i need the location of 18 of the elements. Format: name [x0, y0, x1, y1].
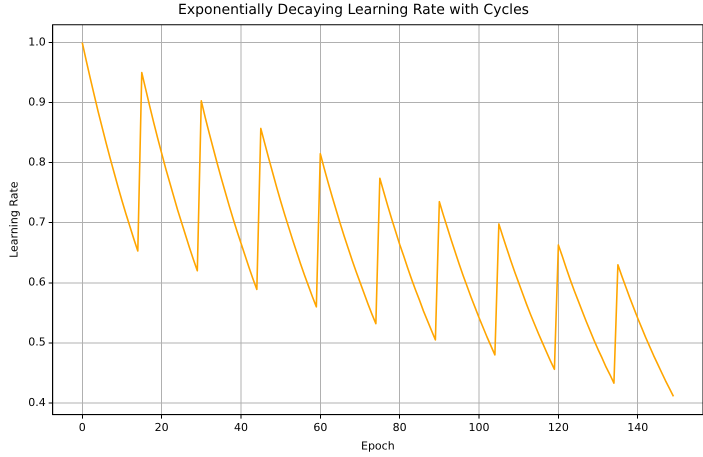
x-tick-label: 120: [548, 421, 569, 434]
y-tick-label: 0.5: [28, 336, 46, 349]
x-tick-label: 0: [78, 421, 86, 434]
y-axis-title: Learning Rate: [7, 181, 20, 258]
y-tick-label: 0.9: [28, 95, 46, 108]
y-tick-label: 0.7: [28, 216, 46, 229]
y-tick-label: 0.4: [28, 396, 46, 409]
chart-title: Exponentially Decaying Learning Rate with Cycles: [178, 2, 529, 18]
x-tick-label: 60: [313, 421, 328, 434]
y-tick-label: 0.8: [28, 156, 46, 169]
x-tick-label: 20: [154, 421, 169, 434]
x-tick-label: 40: [234, 421, 248, 434]
x-tick-label: 80: [392, 421, 407, 434]
x-axis-title: Epoch: [361, 439, 395, 452]
y-tick-label: 1.0: [28, 35, 46, 48]
y-tick-label: 0.6: [28, 276, 46, 289]
x-tick-label: 140: [627, 421, 648, 434]
x-tick-label: 100: [468, 421, 490, 434]
